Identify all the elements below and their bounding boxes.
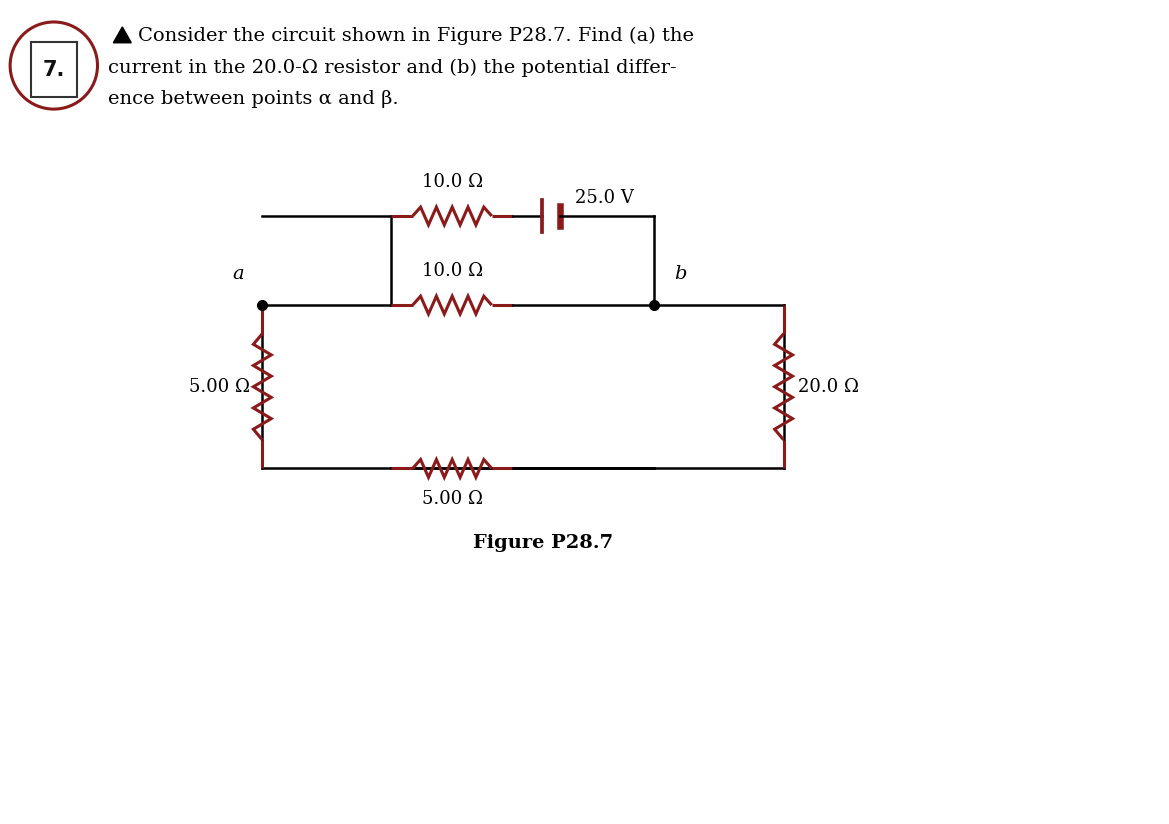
FancyBboxPatch shape: [30, 42, 77, 97]
Text: 10.0 Ω: 10.0 Ω: [422, 262, 483, 280]
Text: a: a: [233, 265, 244, 283]
Text: ence between points α and β.: ence between points α and β.: [109, 90, 399, 108]
Text: 7.: 7.: [42, 60, 65, 81]
Text: Consider the circuit shown in Figure P28.7. Find (a) the: Consider the circuit shown in Figure P28…: [138, 26, 694, 45]
Text: 20.0 Ω: 20.0 Ω: [798, 377, 859, 396]
Text: 10.0 Ω: 10.0 Ω: [422, 173, 483, 191]
Text: 5.00 Ω: 5.00 Ω: [189, 377, 250, 396]
Text: current in the 20.0-Ω resistor and (b) the potential differ-: current in the 20.0-Ω resistor and (b) t…: [109, 59, 677, 77]
Text: 25.0 V: 25.0 V: [575, 190, 634, 207]
Text: b: b: [675, 265, 687, 283]
Text: 5.00 Ω: 5.00 Ω: [422, 490, 483, 508]
Polygon shape: [113, 27, 131, 43]
Text: Figure P28.7: Figure P28.7: [472, 534, 613, 551]
